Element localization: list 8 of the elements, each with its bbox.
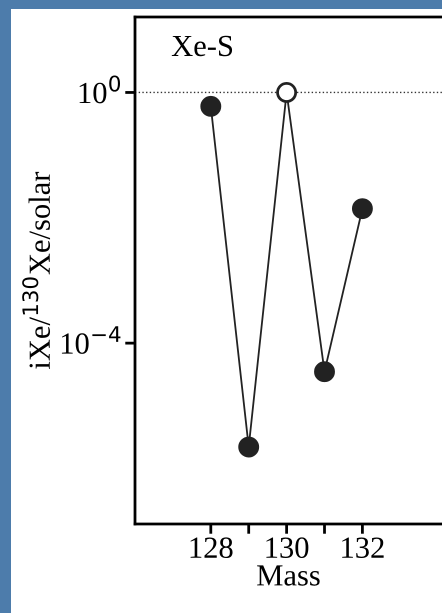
- x-axis-title: Mass: [257, 565, 320, 586]
- y-tick-label: 10$^{−4}$: [62, 326, 120, 354]
- y-tick-label: 10$^{0}$: [80, 75, 120, 104]
- chart-title: Xe-S: [172, 36, 232, 56]
- x-tick-label: 128: [190, 537, 233, 558]
- y-axis-title: iXe/$^{130}$Xe/solar: [22, 172, 50, 370]
- x-tick-label: 132: [342, 537, 384, 558]
- x-tick-label: 130: [266, 537, 308, 558]
